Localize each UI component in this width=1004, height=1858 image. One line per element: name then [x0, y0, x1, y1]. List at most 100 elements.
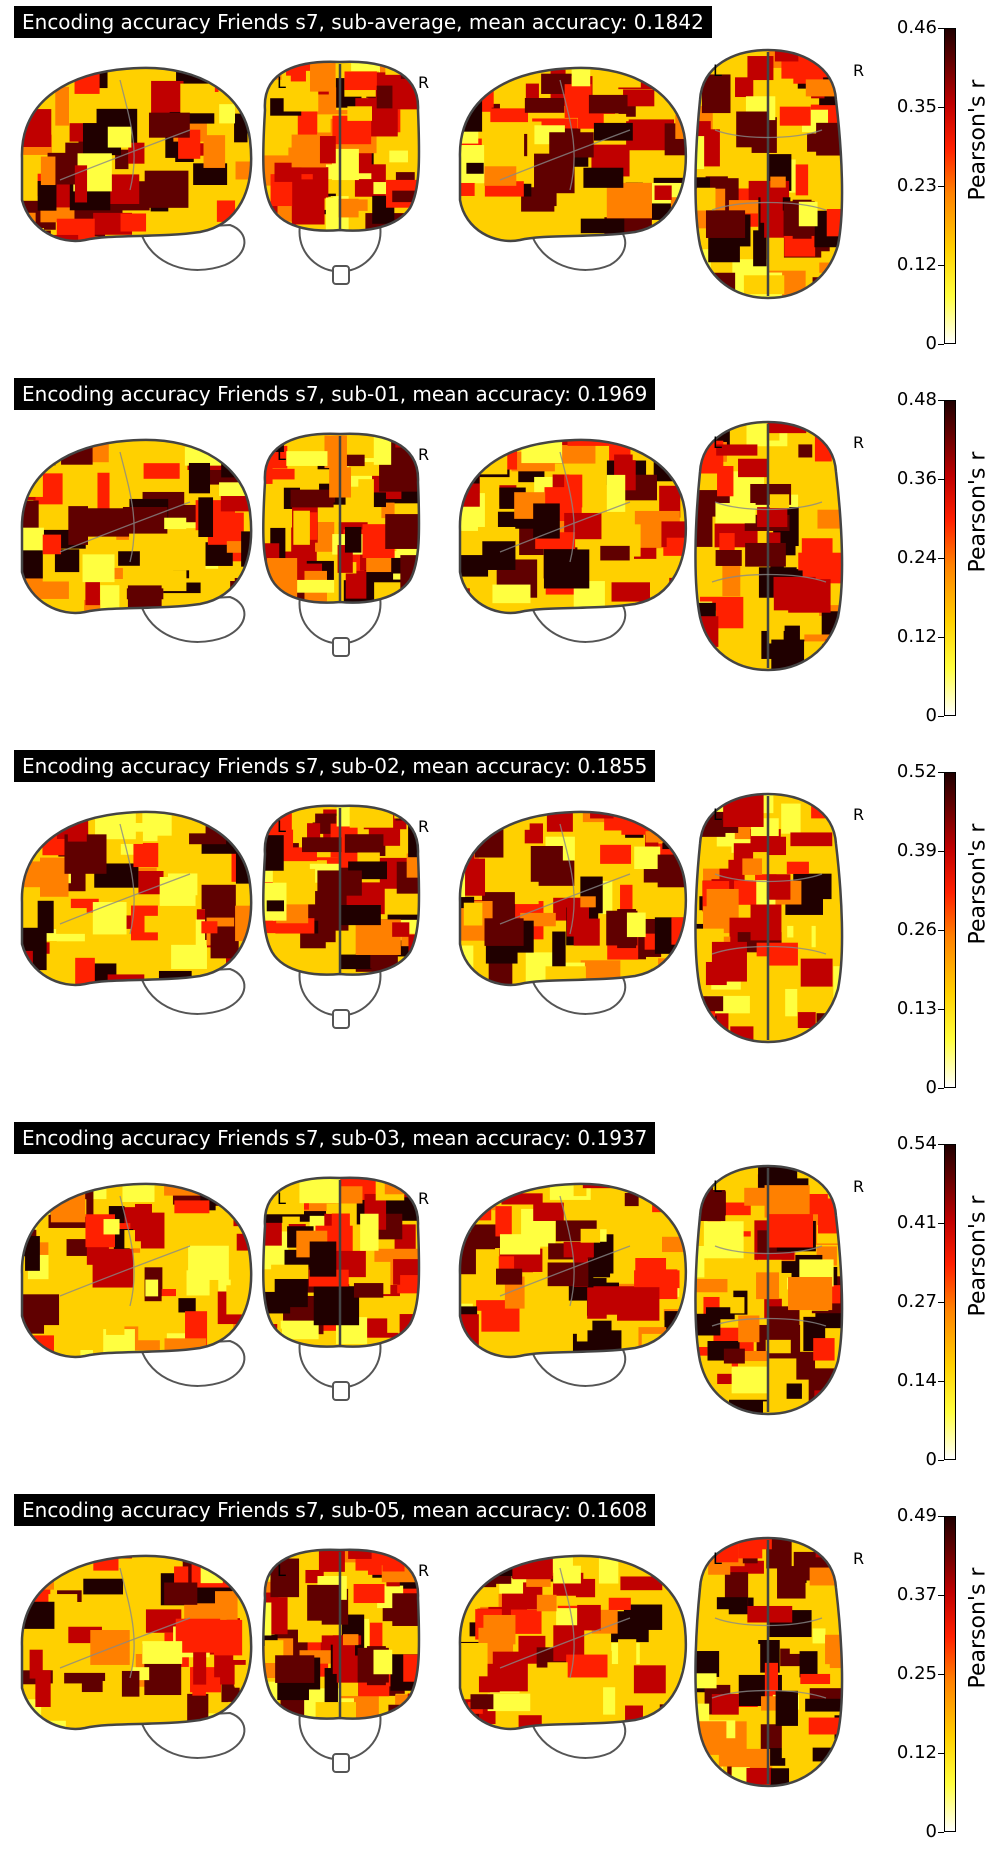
- brain-panel: Encoding accuracy Friends s7, sub-averag…: [0, 0, 1004, 370]
- colorbar-tick-label: 0.39: [896, 840, 937, 861]
- panel-title: Encoding accuracy Friends s7, sub-05, me…: [14, 1494, 656, 1526]
- coronal-left-label: L: [277, 445, 286, 464]
- brain-outline: [20, 420, 844, 672]
- colorbar-label-text: Pearson's r: [965, 79, 991, 201]
- panel-title: Encoding accuracy Friends s7, sub-02, me…: [14, 750, 656, 782]
- colorbar-label-text: Pearson's r: [965, 451, 991, 573]
- axial-left-label: L: [713, 61, 722, 80]
- colorbar-tick-label: 0.23: [896, 175, 937, 196]
- panel-title: Encoding accuracy Friends s7, sub-averag…: [14, 6, 712, 38]
- colorbar-tick-label: 0.48: [896, 389, 937, 410]
- coronal-left-label: L: [277, 1561, 286, 1580]
- colorbar-tick-mark: [938, 1223, 944, 1224]
- colorbar-tick-mark: [938, 1674, 944, 1675]
- colorbar-tick-label: 0: [925, 1821, 937, 1842]
- colorbar-tick-mark: [938, 851, 944, 852]
- colorbar-tick-label: 0.25: [896, 1663, 937, 1684]
- colorbar-label-text: Pearson's r: [965, 1567, 991, 1689]
- colorbar: [944, 1516, 956, 1832]
- colorbar-tick-mark: [938, 1595, 944, 1596]
- colorbar: [944, 400, 956, 716]
- brain-panel: Encoding accuracy Friends s7, sub-05, me…: [0, 1488, 1004, 1858]
- brain-panel: Encoding accuracy Friends s7, sub-01, me…: [0, 372, 1004, 742]
- colorbar-tick-mark: [938, 1144, 944, 1145]
- colorbar-tick-mark: [938, 1302, 944, 1303]
- colorbar-tick-label: 0.37: [896, 1584, 937, 1605]
- colorbar-label-text: Pearson's r: [965, 1195, 991, 1317]
- activation-map: [21, 50, 843, 298]
- colorbar-tick-mark: [938, 716, 944, 717]
- activation-map: [21, 422, 843, 670]
- brain-outline: [20, 48, 844, 300]
- colorbar-tick-label: 0.35: [896, 96, 937, 117]
- colorbar-tick-label: 0.12: [896, 1742, 937, 1763]
- colorbar-tick-label: 0.54: [896, 1133, 937, 1154]
- colorbar-tick-label: 0.52: [896, 761, 937, 782]
- colorbar-tick-label: 0.26: [896, 919, 937, 940]
- axial-right-label: R: [853, 1549, 864, 1568]
- colorbar-tick-label: 0.12: [896, 626, 937, 647]
- colorbar-tick-label: 0.14: [896, 1370, 937, 1391]
- colorbar-tick-mark: [938, 1460, 944, 1461]
- colorbar-tick-mark: [938, 1753, 944, 1754]
- coronal-right-label: R: [418, 1189, 429, 1208]
- colorbar-tick-mark: [938, 1009, 944, 1010]
- brain-panel: Encoding accuracy Friends s7, sub-02, me…: [0, 744, 1004, 1114]
- colorbar-tick-label: 0.27: [896, 1291, 937, 1312]
- colorbar-tick-label: 0.24: [896, 547, 937, 568]
- sulci-lines: [59, 823, 827, 955]
- sulci-lines: [59, 451, 827, 583]
- coronal-left-label: L: [277, 73, 286, 92]
- colorbar-tick-mark: [938, 344, 944, 345]
- axial-left-label: L: [713, 433, 722, 452]
- activation-map: [21, 1538, 843, 1786]
- brain-panel: Encoding accuracy Friends s7, sub-03, me…: [0, 1116, 1004, 1486]
- brain-views-svg: L RL R: [20, 1164, 864, 1416]
- colorbar-tick-mark: [938, 637, 944, 638]
- coronal-right-label: R: [418, 817, 429, 836]
- colorbar-tick-label: 0: [925, 1449, 937, 1470]
- cerebellum-outline: [138, 595, 627, 657]
- axial-left-label: L: [713, 1177, 722, 1196]
- panel-title: Encoding accuracy Friends s7, sub-01, me…: [14, 378, 656, 410]
- colorbar-tick-label: 0.13: [896, 998, 937, 1019]
- axial-left-label: L: [713, 805, 722, 824]
- colorbar-tick-mark: [938, 28, 944, 29]
- brain-views-svg: L RL R: [20, 420, 864, 672]
- sulci-lines: [59, 79, 827, 211]
- colorbar-tick-label: 0.41: [896, 1212, 937, 1233]
- coronal-left-label: L: [277, 817, 286, 836]
- colorbar-tick-mark: [938, 930, 944, 931]
- axial-right-label: R: [853, 433, 864, 452]
- panel-title: Encoding accuracy Friends s7, sub-03, me…: [14, 1122, 656, 1154]
- coronal-right-label: R: [418, 1561, 429, 1580]
- colorbar-tick-label: 0.36: [896, 468, 937, 489]
- cerebellum-outline: [138, 967, 627, 1029]
- axial-right-label: R: [853, 805, 864, 824]
- colorbar: [944, 28, 956, 344]
- activation-map: [21, 1166, 843, 1414]
- colorbar-tick-label: 0: [925, 333, 937, 354]
- brain-views-svg: L RL R: [20, 792, 864, 1044]
- colorbar-tick-mark: [938, 558, 944, 559]
- colorbar-tick-label: 0: [925, 705, 937, 726]
- brain-views-svg: L RL R: [20, 48, 864, 300]
- axial-right-label: R: [853, 1177, 864, 1196]
- colorbar-tick-mark: [938, 1516, 944, 1517]
- sulci-lines: [59, 1567, 827, 1699]
- colorbar: [944, 1144, 956, 1460]
- colorbar-tick-mark: [938, 1832, 944, 1833]
- colorbar-tick-label: 0.46: [896, 17, 937, 38]
- coronal-right-label: R: [418, 73, 429, 92]
- axial-left-label: L: [713, 1549, 722, 1568]
- colorbar: [944, 772, 956, 1088]
- colorbar-tick-mark: [938, 265, 944, 266]
- coronal-left-label: L: [277, 1189, 286, 1208]
- colorbar-tick-mark: [938, 1381, 944, 1382]
- colorbar-tick-label: 0.49: [896, 1505, 937, 1526]
